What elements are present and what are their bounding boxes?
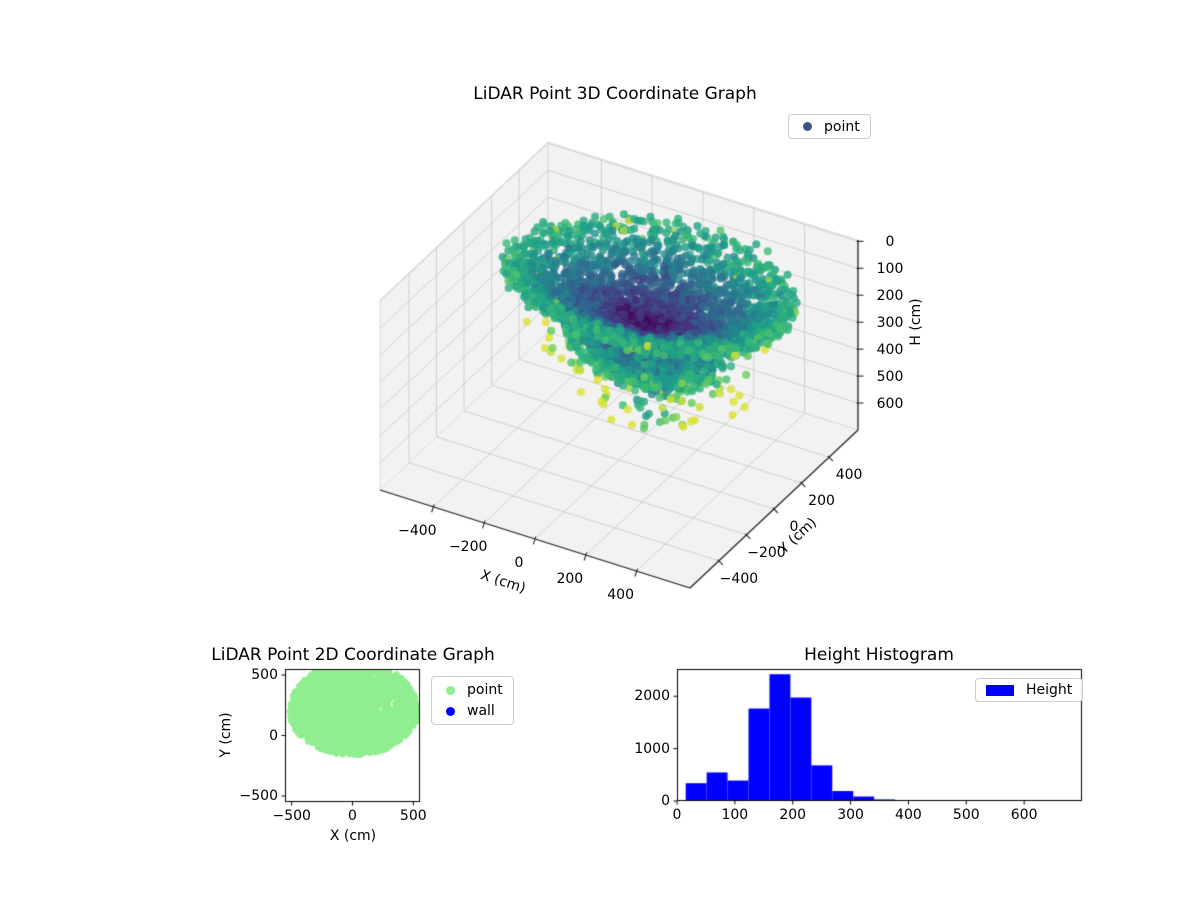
histogram-x-tick-label: 0 (672, 807, 682, 823)
histogram-y-tick-label: 0 (661, 793, 670, 809)
plot2d-title: LiDAR Point 2D Coordinate Graph (211, 645, 495, 665)
plot3d-y-tick-label: 200 (808, 493, 835, 510)
legend-item-height: Height (986, 682, 1072, 698)
plot3d-z-tick-label: 400 (876, 342, 904, 359)
plot2d-ylabel: Y (cm) (218, 712, 234, 758)
wall-marker-icon (446, 706, 455, 716)
legend-item-point3d: point (799, 119, 860, 135)
plot3d-y-tick-label: 400 (835, 467, 863, 484)
histogram-title: Height Histogram (804, 645, 954, 665)
plot3d-title: LiDAR Point 3D Coordinate Graph (473, 84, 757, 104)
plot2d-y-tick-label: 500 (251, 667, 278, 684)
plot2d-x-tick-label: −500 (272, 808, 311, 824)
height-swatch-icon (986, 684, 1014, 696)
plot3d-z-tick-label: 200 (876, 288, 904, 305)
plot3d-x-tick-label: −200 (448, 538, 488, 555)
legend-label: wall (467, 703, 495, 719)
plot2d-x-tick-label: 500 (399, 808, 427, 824)
plot3d-y-tick-label: −400 (719, 570, 759, 587)
legend-label: point (824, 118, 860, 135)
plot3d-z-tick-label: 100 (876, 261, 904, 278)
histogram-x-tick-label: 200 (779, 807, 807, 823)
legend-label: Height (1026, 682, 1073, 698)
plot2d-y-tick-label: 0 (269, 727, 278, 744)
plot3d-z-tick-label: 500 (876, 369, 904, 386)
plot3d-legend: point (788, 114, 871, 139)
plot3d-z-tick-label: 600 (876, 396, 904, 413)
plot3d-y-tick-label: −200 (747, 544, 786, 561)
plot3d-x-tick-label: 0 (514, 555, 524, 571)
plot2d-legend: point wall (431, 676, 514, 725)
plot3d-z-tick-label: 0 (885, 234, 895, 251)
plot2d-xlabel: X (cm) (329, 828, 377, 844)
histogram-x-tick-label: 300 (837, 807, 864, 823)
plot2d-x-tick-label: 0 (348, 808, 357, 824)
point-marker-icon (446, 685, 455, 695)
plot3d-y-tick-label: 0 (789, 519, 799, 535)
plot3d-x-tick-label: −400 (398, 522, 437, 539)
plot3d-zlabel: H (cm) (908, 298, 924, 346)
histogram-x-tick-label: 500 (952, 807, 980, 823)
point-marker-icon (803, 122, 812, 131)
legend-item-point: point (442, 682, 503, 698)
plot2d-y-tick-label: −500 (239, 787, 278, 804)
plot3d-z-tick-label: 300 (876, 315, 904, 332)
histogram-y-tick-label: 2000 (634, 688, 670, 705)
histogram-y-tick-label: 1000 (634, 740, 670, 757)
plot3d-x-tick-label: 200 (556, 571, 584, 588)
histogram-x-tick-label: 100 (721, 807, 749, 823)
histogram-legend: Height (975, 678, 1084, 702)
legend-label: point (467, 682, 503, 698)
histogram-x-tick-label: 600 (1010, 807, 1038, 823)
legend-item-wall: wall (442, 703, 503, 719)
histogram-x-tick-label: 400 (895, 807, 922, 823)
plot3d-x-tick-label: 400 (607, 587, 634, 604)
